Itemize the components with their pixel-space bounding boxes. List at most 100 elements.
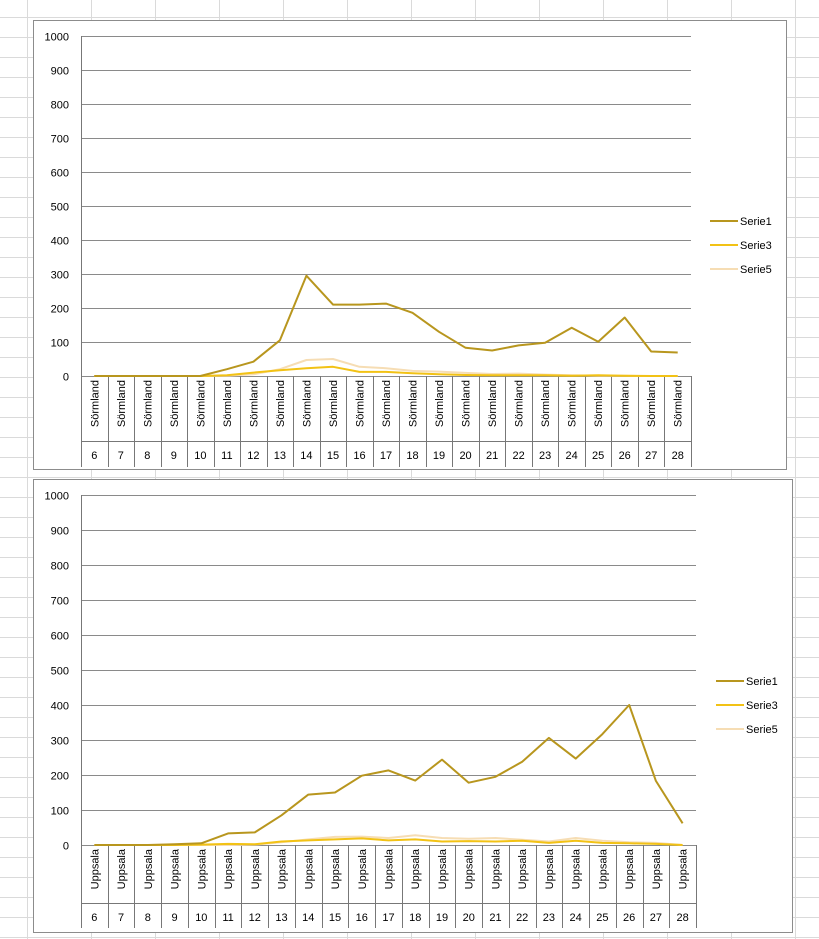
y-tick-label: 1000 [45,491,69,503]
category-label: Sörmland [301,380,313,427]
week-label: 22 [512,450,524,462]
week-label: 16 [356,912,368,924]
legend-label: Serie5 [746,724,778,736]
category-label: Uppsala [196,848,208,889]
week-label: 9 [172,912,178,924]
category-label: Sörmland [116,380,128,427]
category-label: Uppsala [384,848,396,889]
y-tick-label: 200 [51,771,69,783]
week-label: 25 [592,450,604,462]
week-label: 11 [222,912,233,924]
y-tick-label: 400 [51,236,69,248]
week-label: 6 [91,912,97,924]
week-label: 10 [195,912,207,924]
y-tick-label: 900 [51,526,69,538]
legend-label: Serie1 [746,676,778,688]
category-label: Uppsala [357,848,369,889]
category-label: Sörmland [540,380,552,427]
legend-label: Serie3 [746,700,778,712]
category-label: Uppsala [517,848,529,889]
category-label: Uppsala [678,848,690,889]
y-tick-label: 0 [63,841,69,853]
week-label: 24 [566,450,578,462]
category-label: Uppsala [303,848,315,889]
week-label: 11 [221,450,232,462]
category-label: Uppsala [571,848,583,889]
category-label: Uppsala [410,848,422,889]
week-label: 26 [619,450,631,462]
week-label: 27 [650,912,662,924]
category-label: Sörmland [434,380,446,427]
series-line-serie3 [94,837,683,846]
week-label: 15 [327,450,339,462]
week-label: 20 [463,912,475,924]
category-label: Sörmland [275,380,287,427]
chart-sormland-canvas: 0 100 200 300 400 500 600 700 800 900 1000 Sörmland… [45,32,772,467]
category-label: Uppsala [89,848,101,889]
chart-sormland[interactable]: 0 100 200 300 400 500 600 700 800 900 1000 Sörmland… [33,20,787,470]
category-label: Sörmland [620,380,632,427]
y-tick-label: 800 [51,100,69,112]
category-label: Uppsala [143,848,155,889]
series-line-serie1 [94,704,684,846]
category-label: Sörmland [408,380,420,427]
category-label: Sörmland [248,380,260,427]
y-tick-label: 600 [51,631,69,643]
y-tick-label: 500 [51,202,69,214]
y-tick-label: 700 [51,596,69,608]
week-label: 14 [300,450,312,462]
week-label: 13 [274,450,286,462]
y-tick-label: 900 [51,66,69,78]
category-label: Uppsala [651,848,663,889]
category-label: Uppsala [277,848,289,889]
week-label: 17 [380,450,392,462]
week-label: 21 [489,912,501,924]
y-tick-label: 700 [51,134,69,146]
series-line-serie5 [94,358,678,377]
category-label: Uppsala [624,848,636,889]
legend-label: Serie1 [740,216,772,228]
category-label: Sörmland [461,380,473,427]
category-label: Sörmland [354,380,366,427]
category-label: Uppsala [330,848,342,889]
week-label: 27 [645,450,657,462]
week-label: 18 [406,450,418,462]
week-label: 28 [672,450,684,462]
category-label: Uppsala [490,848,502,889]
series-line-serie1 [94,274,678,377]
week-label: 19 [436,912,448,924]
legend-label: Serie3 [740,240,772,252]
chart-uppsala-canvas: 0 100 200 300 400 500 600 700 800 900 1000 Uppsala U… [45,491,778,928]
y-tick-label: 200 [51,304,69,316]
category-label: Sörmland [514,380,526,427]
category-label: Sörmland [142,380,154,427]
week-label: 26 [623,912,635,924]
y-tick-label: 100 [51,806,69,818]
y-tick-label: 400 [51,701,69,713]
y-tick-label: 800 [51,561,69,573]
week-label: 18 [409,912,421,924]
category-label: Uppsala [223,848,235,889]
week-label: 25 [596,912,608,924]
week-label: 12 [247,450,259,462]
category-label: Sörmland [593,380,605,427]
week-label: 23 [543,912,555,924]
category-label: Uppsala [544,848,556,889]
category-label: Uppsala [116,848,128,889]
week-label: 15 [329,912,341,924]
category-label: Sörmland [195,380,207,427]
week-label: 7 [118,912,124,924]
category-label: Sörmland [222,380,234,427]
week-label: 23 [539,450,551,462]
y-tick-label: 1000 [45,32,69,44]
week-label: 13 [275,912,287,924]
y-tick-label: 300 [51,736,69,748]
y-tick-label: 100 [51,338,69,350]
category-label: Uppsala [597,848,609,889]
chart-uppsala[interactable]: 0 100 200 300 400 500 600 700 800 900 1000 Uppsala U… [33,479,793,933]
y-tick-label: 300 [51,270,69,282]
week-label: 28 [677,912,689,924]
week-label: 20 [459,450,471,462]
week-label: 8 [144,450,150,462]
week-label: 9 [171,450,177,462]
